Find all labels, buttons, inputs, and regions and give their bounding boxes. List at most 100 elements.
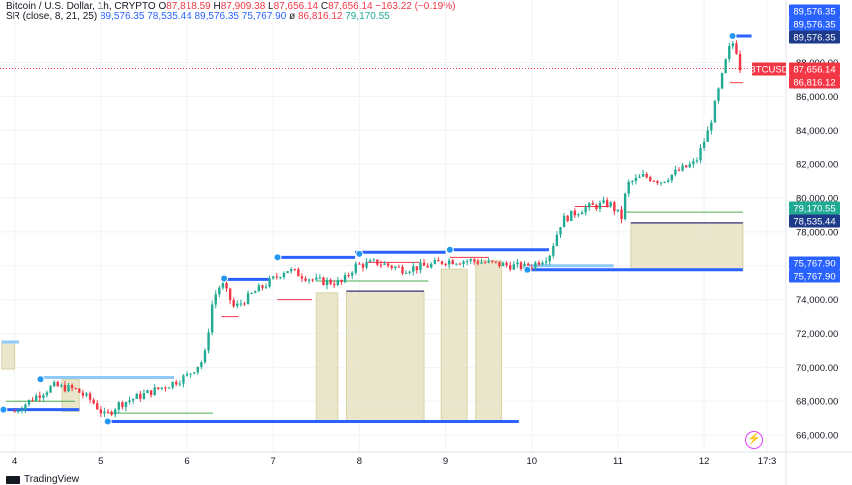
sr-zone (475, 260, 503, 423)
candle-body (426, 265, 429, 268)
pivot-point (36, 375, 45, 384)
candle-body (577, 214, 580, 216)
candle-body (728, 46, 731, 60)
y-tick-label: 74,000.00 (796, 295, 838, 306)
candle-body (311, 279, 314, 281)
pivot-point (103, 417, 112, 426)
candle-body (616, 209, 620, 212)
candle-body (562, 215, 566, 228)
ticker-tag-text: BTCUSD (749, 64, 788, 75)
price-tag-bg (789, 256, 840, 270)
x-tick-label: 6 (184, 456, 189, 467)
candle-body (458, 263, 462, 265)
candle-body (368, 260, 372, 262)
candle-body (670, 174, 674, 181)
tradingview-logo[interactable]: TradingView (6, 474, 79, 485)
candle-body (200, 362, 203, 367)
price-tag-text: 87,656.14 (793, 64, 835, 75)
candle-body (88, 393, 92, 400)
candle-body (681, 165, 684, 171)
candle-body (674, 169, 677, 175)
candle-body (160, 387, 164, 389)
candle-body (149, 390, 153, 396)
candle-body (415, 266, 419, 271)
candle-body (465, 261, 469, 263)
change-value: −163.22 (−0.19%) (375, 1, 456, 12)
candle-body (81, 392, 85, 396)
candle-body (45, 392, 49, 396)
lightning-icon[interactable]: ⚡ (745, 431, 763, 449)
candle-body (293, 269, 296, 271)
candle-body (695, 160, 699, 162)
candle-body (505, 262, 508, 266)
candle-body (175, 381, 178, 385)
candle-body (394, 266, 397, 268)
candle-body (706, 130, 709, 142)
candle-body (49, 386, 52, 393)
candle-body (555, 234, 559, 246)
x-axis[interactable]: 4 5 6 7 8 9 10 11 12 17:3 (12, 456, 776, 467)
y-axis[interactable]: 88,000.0086,000.0084,000.0082,000.0080,0… (796, 58, 838, 441)
candle-body (153, 387, 156, 396)
candle-body (113, 409, 117, 415)
indicator-name: SR (close, 8, 21, 25) (6, 11, 98, 22)
candle-body (218, 287, 221, 295)
price-tag-text: 89,576.35 (793, 6, 835, 17)
candle-body (623, 193, 627, 220)
candle-body (351, 272, 354, 276)
candle-body (196, 366, 199, 373)
sr-value-5: ø (289, 11, 296, 22)
candle-body (214, 294, 217, 305)
candle-body (379, 264, 383, 266)
candle-body (613, 202, 616, 212)
x-tick-label: 10 (526, 456, 537, 467)
candle-body (598, 202, 602, 209)
sr-zone (1, 341, 16, 370)
candle-body (419, 262, 422, 271)
candle-body (433, 260, 436, 264)
candle-body (473, 259, 476, 262)
y-tick-label: 68,000.00 (796, 397, 838, 408)
close-value: 87,656.14 (328, 1, 373, 12)
candle-body (609, 202, 612, 207)
candle-body (588, 203, 591, 208)
candle-body (667, 180, 670, 182)
pivot-point (220, 274, 229, 283)
symbol-name: Bitcoin / U.S. Dollar, 1h, CRYPTO (6, 1, 156, 12)
candle-body (336, 279, 340, 286)
candle-body (469, 259, 472, 262)
candle-body (501, 262, 505, 267)
x-tick-label: 8 (357, 456, 362, 467)
y-tick-label: 80,000.00 (796, 194, 838, 205)
sr-zone (630, 222, 744, 271)
candle-body (340, 279, 343, 282)
candle-body (595, 204, 598, 209)
candle-body (236, 303, 239, 307)
candle-body (440, 261, 444, 264)
candle-body (713, 100, 717, 123)
candle-body (447, 260, 451, 265)
candle-body (584, 207, 587, 213)
y-tick-label: 66,000.00 (796, 431, 838, 442)
candle-body (688, 164, 691, 168)
candle-body (99, 409, 103, 414)
candle-body (659, 182, 663, 184)
candle-body (516, 262, 519, 265)
candle-body (663, 181, 666, 183)
sr-value-7: 79,170.55 (345, 11, 390, 22)
candle-body (523, 263, 526, 270)
candle-body (243, 303, 246, 305)
candle-body (34, 395, 38, 401)
candle-body (182, 375, 185, 384)
candle-body (329, 279, 332, 284)
candle-body (720, 73, 724, 89)
candle-body (455, 263, 458, 265)
x-tick-label: 7 (271, 456, 276, 467)
y-tick-label: 70,000.00 (796, 363, 838, 374)
candle-body (361, 264, 365, 268)
candle-body (580, 212, 584, 215)
sr-value-1: 89,576.35 (99, 11, 145, 22)
price-tag-bg (789, 201, 840, 215)
candle-body (627, 181, 630, 194)
